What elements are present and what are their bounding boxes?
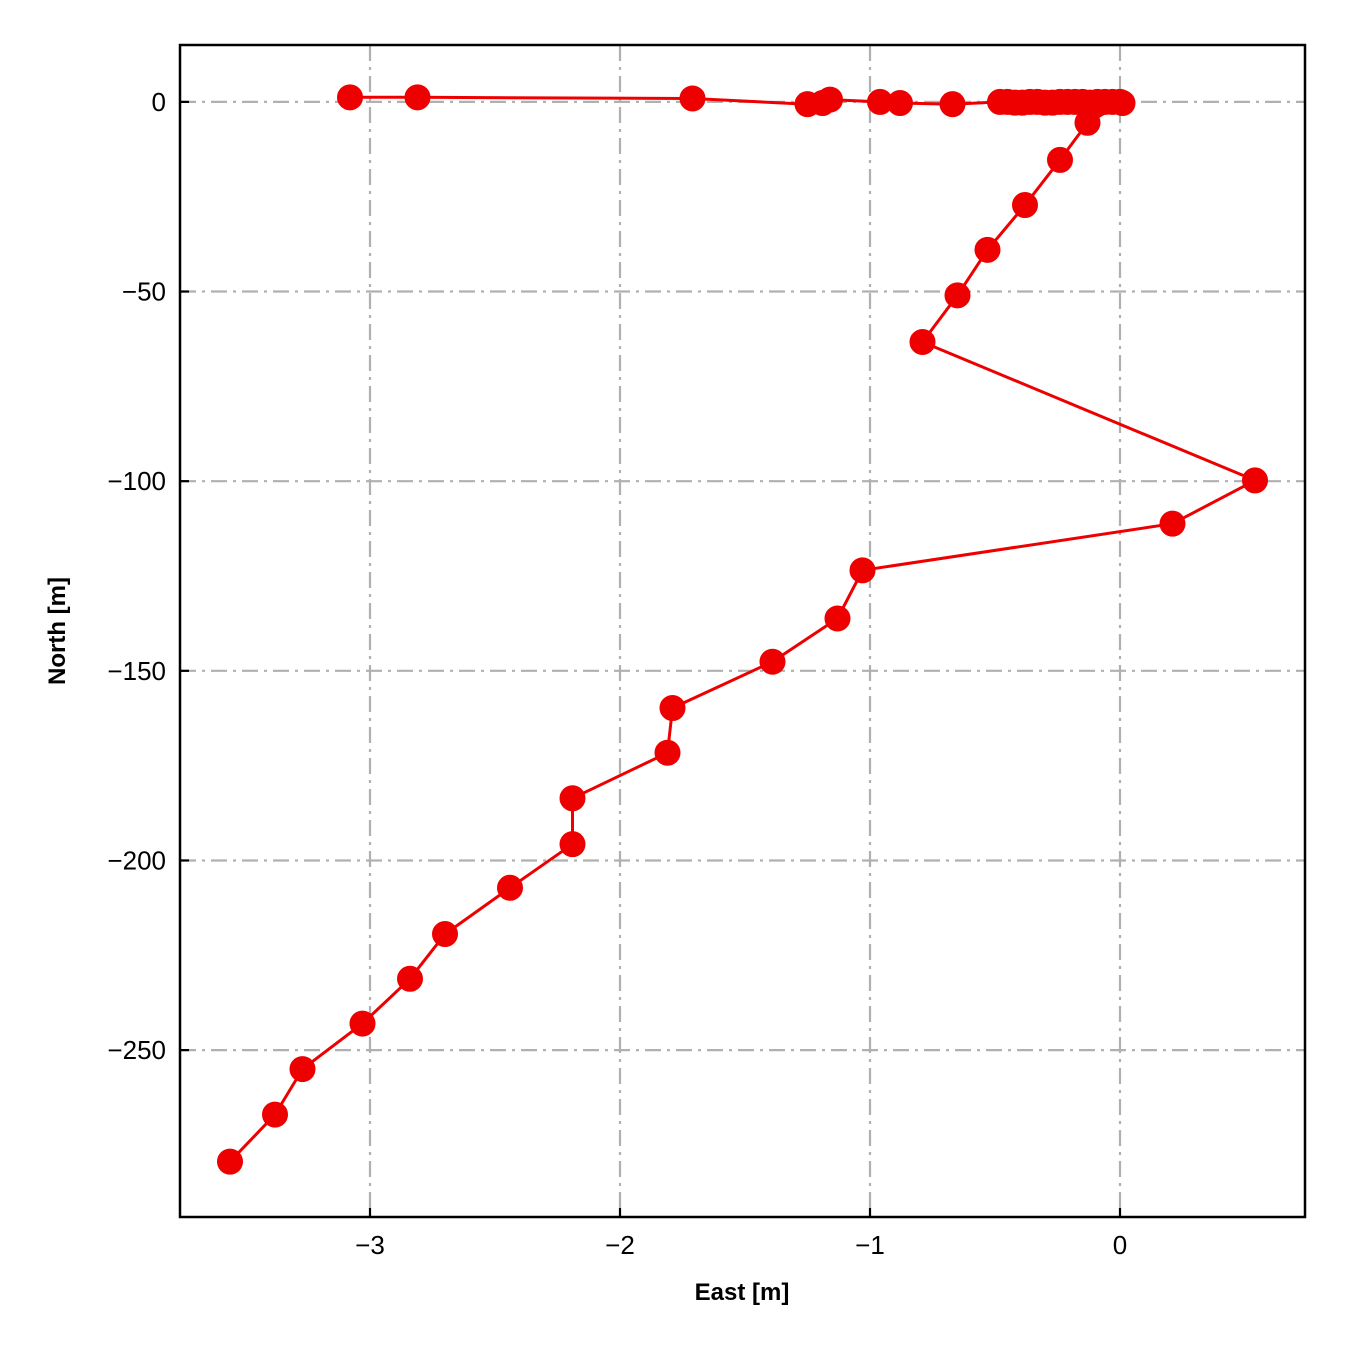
data-point-marker — [849, 557, 876, 584]
data-point-marker — [654, 739, 681, 766]
x-tick-label: −3 — [355, 1230, 385, 1260]
data-point-marker — [432, 921, 458, 948]
data-point-marker — [262, 1101, 288, 1128]
data-point-marker — [679, 85, 706, 112]
data-point-marker — [1047, 146, 1073, 173]
data-point-marker — [217, 1148, 243, 1175]
x-tick-label: −2 — [605, 1230, 635, 1260]
data-point-marker — [909, 328, 936, 355]
data-point-marker — [824, 605, 851, 632]
y-tick-label: −50 — [122, 277, 166, 307]
y-tick-label: 0 — [152, 87, 166, 117]
x-tick-label: −1 — [855, 1230, 885, 1260]
data-point-marker — [559, 785, 586, 812]
data-point-marker — [397, 965, 423, 992]
x-tick-label: 0 — [1113, 1230, 1127, 1260]
y-tick-label: −100 — [107, 466, 166, 496]
axis-ticks: −3 −2 −1 00−50−100−150−200−250 — [107, 87, 1127, 1260]
data-series — [217, 84, 1268, 1175]
data-point-marker — [1074, 109, 1101, 136]
data-point-marker — [337, 84, 363, 111]
data-point-marker — [497, 874, 523, 901]
data-point-marker — [759, 648, 786, 675]
x-axis-label: East [m] — [695, 1279, 790, 1306]
data-point-marker — [1012, 192, 1038, 219]
data-point-marker — [659, 694, 686, 721]
series-line — [228, 95, 1257, 1163]
data-point-marker — [817, 86, 843, 113]
grid-lines — [180, 45, 1305, 1217]
data-point-marker — [974, 236, 1001, 263]
data-point-marker — [559, 831, 586, 858]
y-tick-label: −250 — [107, 1035, 166, 1065]
data-point-marker — [1242, 467, 1268, 494]
data-point-marker — [349, 1010, 376, 1037]
data-point-marker — [404, 84, 431, 111]
plot-area-frame — [178, 43, 1307, 1219]
data-point-marker — [289, 1056, 316, 1083]
data-point-marker — [887, 90, 913, 117]
y-tick-label: −150 — [107, 656, 166, 686]
y-tick-label: −200 — [107, 845, 166, 875]
data-point-marker — [944, 282, 971, 309]
data-point-marker — [1159, 510, 1186, 537]
data-point-marker — [939, 91, 966, 118]
y-axis-label: North [m] — [44, 577, 71, 685]
data-point-marker — [1109, 90, 1136, 117]
